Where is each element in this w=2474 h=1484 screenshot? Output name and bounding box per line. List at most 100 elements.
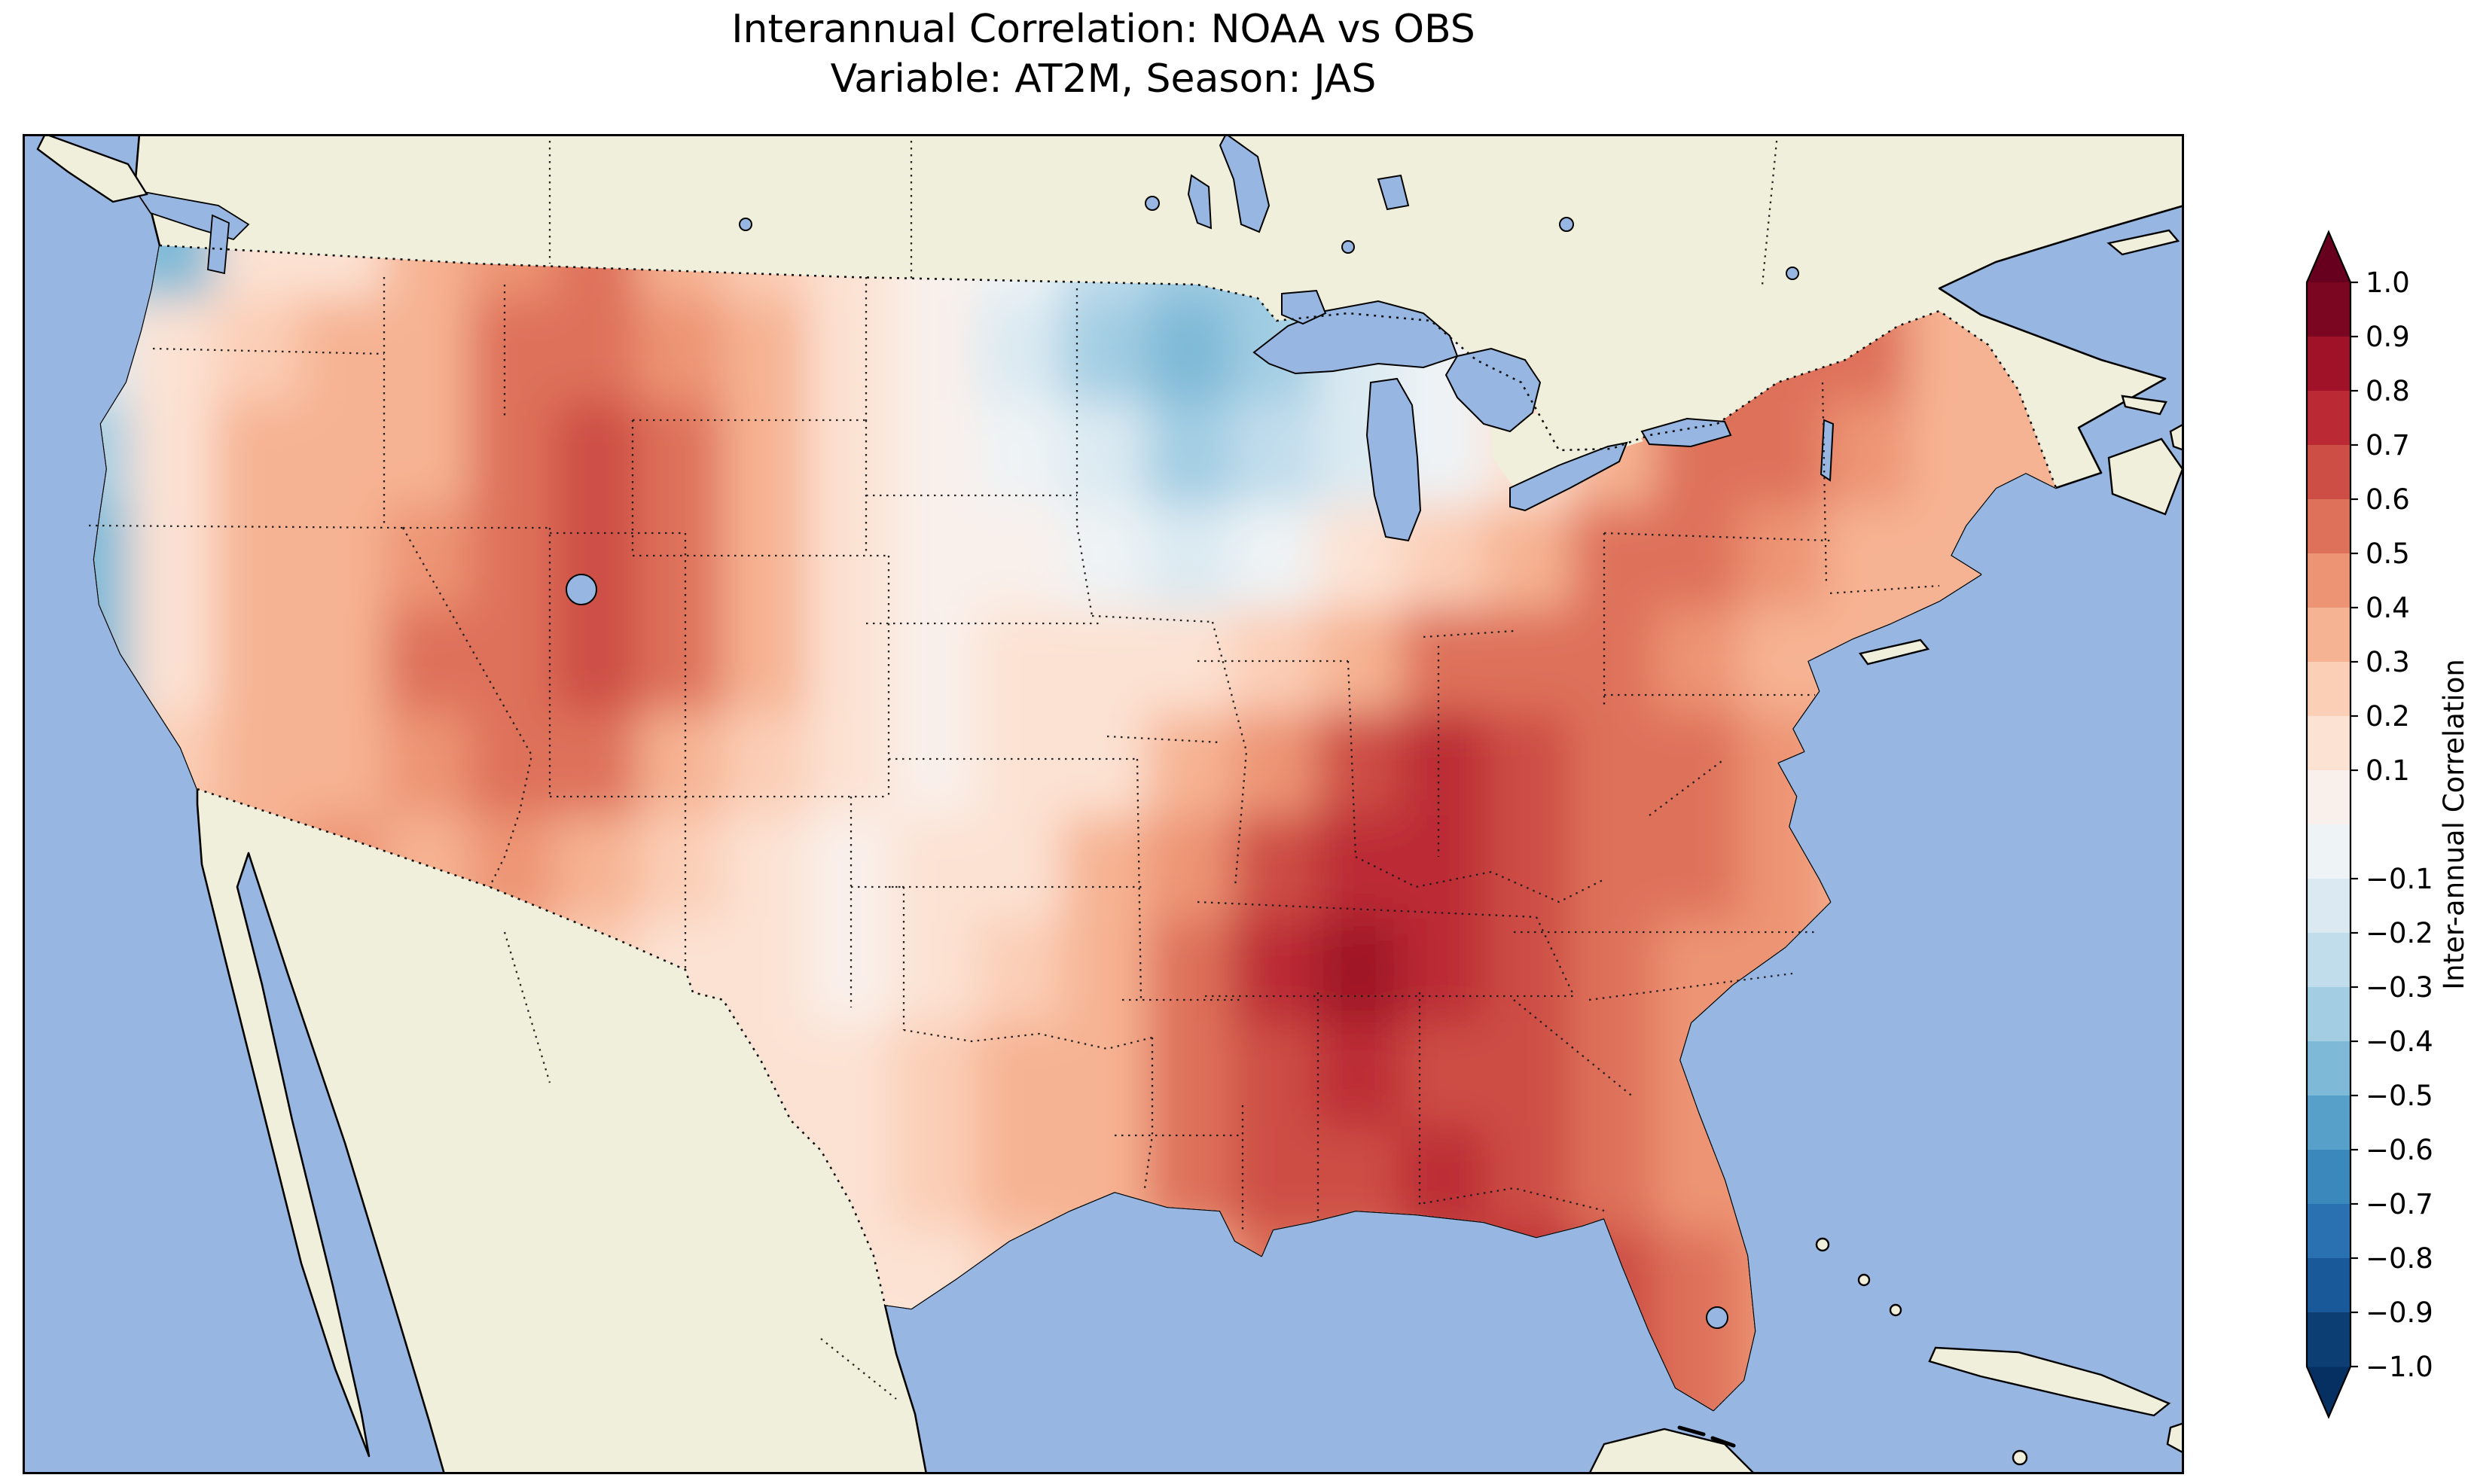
- colorbar-tick-label: −0.1: [2366, 863, 2433, 895]
- colorbar-svg: 1.0 0.9 0.8 0.7 0.6 0.5 0.4 0.3 0.2 0.1 −0.1 −0.2 −0…: [2305, 230, 2470, 1419]
- colorbar: 1.0 0.9 0.8 0.7 0.6 0.5 0.4 0.3 0.2 0.1 −0.1 −0.2 −0…: [2286, 226, 2474, 1461]
- field-cell: [1146, 815, 1246, 934]
- map-plot-area: [23, 134, 2184, 1474]
- colorbar-band: [2307, 716, 2350, 771]
- field-cell: [1570, 919, 1670, 1038]
- colorbar-band: [2307, 553, 2350, 608]
- field-cell: [299, 297, 399, 416]
- field-cell: [1570, 815, 1670, 934]
- field-cell: [1485, 1022, 1585, 1141]
- field-cell: [299, 608, 399, 727]
- colorbar-extend-triangle-top: [2307, 232, 2350, 282]
- field-cell: [807, 297, 908, 416]
- field-cell: [1485, 1126, 1585, 1245]
- florida-keys: [1677, 1425, 1736, 1448]
- colorbar-band: [2307, 445, 2350, 500]
- field-cell: [1146, 401, 1246, 520]
- field-cell: [1062, 608, 1162, 727]
- field-cell: [638, 401, 738, 520]
- field-cell: [299, 712, 399, 830]
- colorbar-band: [2307, 499, 2350, 554]
- field-cell: [1231, 1022, 1332, 1141]
- field-cell: [892, 815, 993, 934]
- colorbar-band: [2307, 1041, 2350, 1096]
- colorbar-axis-label: Inter-annual Correlation: [2438, 659, 2470, 990]
- field-cell: [892, 1126, 993, 1245]
- jamaica: [2012, 1449, 2028, 1466]
- title-line-1: Interannual Correlation: NOAA vs OBS: [731, 7, 1475, 52]
- colorbar-tick-label: 0.5: [2366, 538, 2410, 570]
- field-cell: [807, 401, 908, 520]
- field-cell: [807, 608, 908, 727]
- nova-scotia: [2107, 437, 2184, 516]
- field-cell: [1740, 504, 1840, 623]
- field-cell: [215, 504, 315, 623]
- field-cell: [1062, 815, 1162, 934]
- colorbar-band: [2307, 987, 2350, 1042]
- field-cell: [1231, 919, 1332, 1038]
- colorbar-tick-label: 0.4: [2366, 592, 2410, 624]
- field-cell: [1146, 1022, 1246, 1141]
- field-cell: [384, 504, 484, 623]
- field-cell: [554, 608, 654, 727]
- field-cell: [1485, 712, 1585, 830]
- field-cell: [977, 712, 1077, 830]
- field-cell: [1146, 712, 1246, 830]
- lake-michigan: [1365, 377, 1422, 542]
- colorbar-tick-label: −0.4: [2366, 1025, 2433, 1058]
- field-cell: [1485, 504, 1585, 623]
- colorbar-band: [2307, 824, 2350, 879]
- bahamas-island: [1815, 1237, 1830, 1252]
- cape-breton-island: [2169, 422, 2184, 452]
- colorbar-band: [2307, 1095, 2350, 1150]
- field-cell: [892, 297, 993, 416]
- field-cell: [807, 712, 908, 830]
- field-cell: [638, 815, 738, 934]
- field-cell: [1062, 297, 1162, 416]
- field-cell: [468, 504, 569, 623]
- field-cell: [977, 919, 1077, 1038]
- field-cell: [1570, 608, 1670, 727]
- field-cell: [130, 297, 230, 416]
- colorbar-tick-label: −0.7: [2366, 1188, 2433, 1220]
- field-cell: [723, 815, 823, 934]
- anticosti-island: [2106, 229, 2180, 256]
- field-cell: [1316, 815, 1416, 934]
- colorbar-band: [2307, 1204, 2350, 1259]
- field-cell: [554, 401, 654, 520]
- colorbar-tick-label: −0.9: [2366, 1297, 2433, 1329]
- field-cell: [1401, 815, 1501, 934]
- lake-champlain: [1820, 419, 1835, 482]
- field-cell: [723, 608, 823, 727]
- field-cell: [215, 297, 315, 416]
- field-cell: [1401, 608, 1501, 727]
- field-cell: [807, 504, 908, 623]
- field-cell: [130, 504, 230, 623]
- field-cell: [1485, 608, 1585, 727]
- small-lake: [739, 218, 752, 231]
- field-cell: [807, 919, 908, 1038]
- field-cell: [638, 504, 738, 623]
- colorbar-band: [2307, 337, 2350, 392]
- colorbar-tick-label: 0.2: [2366, 700, 2410, 733]
- field-cell: [892, 1022, 993, 1141]
- field-cell: [1316, 608, 1416, 727]
- colorbar-band: [2307, 282, 2350, 337]
- field-cell: [723, 297, 823, 416]
- colorbar-tick-label: −1.0: [2366, 1351, 2433, 1383]
- field-cell: [384, 712, 484, 830]
- field-cell: [468, 608, 569, 727]
- colorbar-tick-label: 0.8: [2366, 375, 2410, 407]
- field-cell: [723, 401, 823, 520]
- lake-huron: [1444, 347, 1542, 433]
- field-cell: [299, 504, 399, 623]
- lake-nipigon: [1377, 174, 1410, 211]
- colorbar-band: [2307, 933, 2350, 988]
- field-cell: [1401, 919, 1501, 1038]
- state-borders: [88, 134, 1940, 1400]
- field-cell: [554, 815, 654, 934]
- field-cell: [554, 712, 654, 830]
- colorbar-tick-label: −0.5: [2366, 1080, 2433, 1112]
- cuba: [1928, 1346, 2171, 1417]
- field-cell: [1401, 1022, 1501, 1141]
